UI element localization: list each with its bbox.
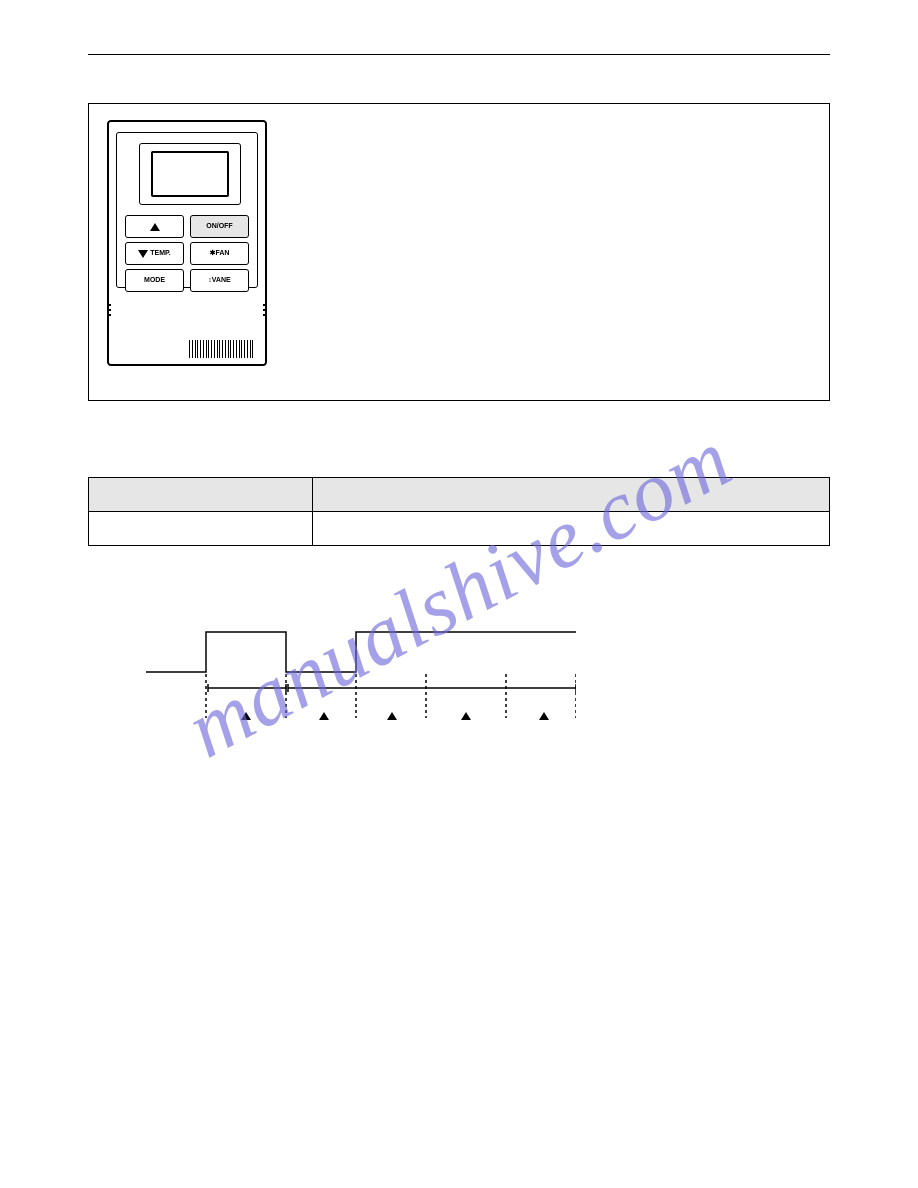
temp-label: TEMP. bbox=[150, 250, 171, 257]
vane-button: ↕VANE bbox=[190, 269, 249, 292]
triangle-up-icon bbox=[150, 223, 160, 231]
timing-svg bbox=[146, 614, 576, 754]
remote-controller-illustration: ON/OFF TEMP. ✱FAN MODE ↕VANE bbox=[107, 120, 267, 366]
remote-button-grid: ON/OFF TEMP. ✱FAN MODE ↕VANE bbox=[125, 215, 249, 292]
mode-button: MODE bbox=[125, 269, 184, 292]
table-row bbox=[89, 512, 830, 546]
table-header-cell bbox=[89, 478, 313, 512]
temp-up-button bbox=[125, 215, 184, 238]
table-header-cell bbox=[313, 478, 830, 512]
remote-side-vent-right bbox=[263, 304, 267, 316]
spec-table-wrap bbox=[88, 477, 830, 546]
remote-faceplate: ON/OFF TEMP. ✱FAN MODE ↕VANE bbox=[116, 132, 258, 288]
remote-side-vent-left bbox=[107, 304, 111, 316]
temp-down-button: TEMP. bbox=[125, 242, 184, 265]
timing-diagram bbox=[146, 614, 576, 754]
table-cell bbox=[89, 512, 313, 546]
screen-inner-frame bbox=[151, 151, 229, 197]
on-off-button: ON/OFF bbox=[190, 215, 249, 238]
triangle-down-icon bbox=[138, 250, 148, 258]
vane-label: ↕VANE bbox=[208, 277, 230, 284]
top-horizontal-rule bbox=[88, 54, 830, 55]
figure-outer-box: ON/OFF TEMP. ✱FAN MODE ↕VANE bbox=[88, 103, 830, 401]
on-off-label: ON/OFF bbox=[206, 223, 232, 230]
table-cell bbox=[313, 512, 830, 546]
remote-speaker-grille bbox=[189, 338, 253, 358]
fan-button: ✱FAN bbox=[190, 242, 249, 265]
mode-label: MODE bbox=[144, 277, 165, 284]
table-header-row bbox=[89, 478, 830, 512]
remote-screen bbox=[139, 143, 241, 205]
document-page: ON/OFF TEMP. ✱FAN MODE ↕VANE bbox=[0, 0, 918, 1188]
fan-label: ✱FAN bbox=[210, 250, 230, 257]
spec-table bbox=[88, 477, 830, 546]
